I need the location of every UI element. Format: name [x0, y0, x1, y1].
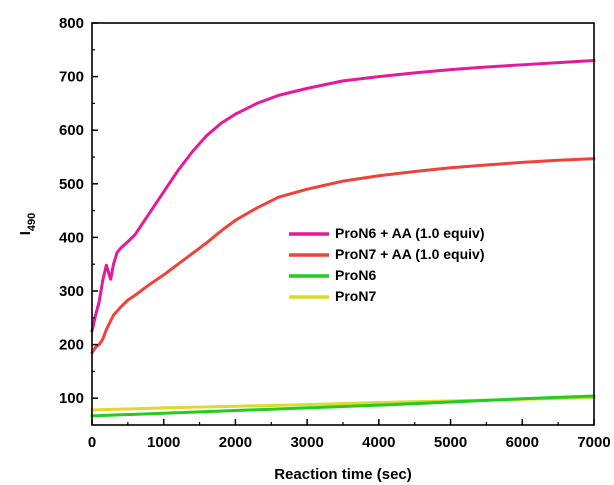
x-tick-label: 7000 — [577, 434, 610, 451]
x-tick-label: 6000 — [506, 434, 539, 451]
y-axis-title-main: I — [17, 231, 34, 235]
y-axis-title-sub: 490 — [26, 213, 38, 231]
series-line-3 — [90, 394, 596, 418]
legend: ProN6 + AA (1.0 equiv) ProN7 + AA (1.0 eq… — [282, 223, 530, 310]
y-axis: 100 200 300 400 500 600 700 800 — [59, 15, 98, 407]
x-tick-label: 2000 — [219, 434, 252, 451]
legend-label: ProN6 — [335, 267, 376, 283]
series-line-2 — [90, 157, 596, 355]
y-axis-title: I490 — [17, 213, 38, 236]
y-tick-label: 800 — [59, 15, 84, 32]
series-layer — [90, 59, 596, 418]
y-tick-label: 400 — [59, 229, 84, 246]
x-tick-label: 0 — [88, 434, 96, 451]
x-tick-label: 1000 — [147, 434, 180, 451]
x-axis: 0 1000 2000 3000 4000 5000 6000 7000 — [88, 419, 611, 451]
y-tick-label: 500 — [59, 176, 84, 193]
x-tick-label: 5000 — [434, 434, 467, 451]
y-tick-label: 200 — [59, 337, 84, 354]
y-tick-label: 700 — [59, 69, 84, 86]
y-tick-label: 300 — [59, 283, 84, 300]
legend-label: ProN6 + AA (1.0 equiv) — [335, 225, 485, 241]
x-axis-title: Reaction time (sec) — [274, 466, 412, 483]
legend-label: ProN7 — [335, 288, 376, 304]
y-tick-label: 600 — [59, 122, 84, 139]
x-tick-label: 3000 — [290, 434, 323, 451]
x-tick-label: 4000 — [362, 434, 395, 451]
y-tick-label: 100 — [59, 390, 84, 407]
series-line-1 — [90, 59, 596, 333]
legend-label: ProN7 + AA (1.0 equiv) — [335, 246, 485, 262]
